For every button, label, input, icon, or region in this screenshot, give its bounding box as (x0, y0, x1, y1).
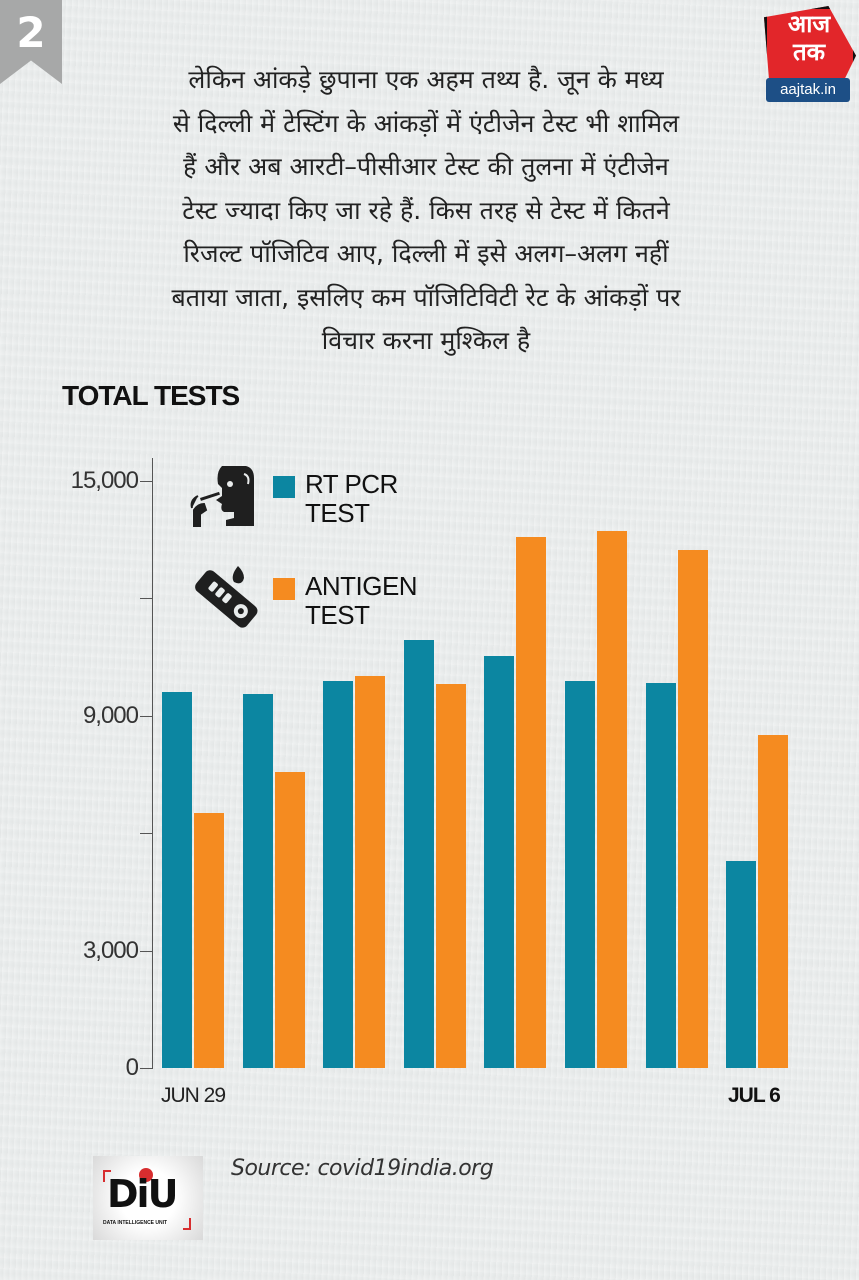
y-axis-tick-label: 0 (125, 1054, 139, 1081)
nasal-swab-person-icon (190, 466, 254, 527)
bar-rt-pcr (404, 640, 434, 1068)
para-line: विचार करना मुश्किल है (321, 326, 531, 355)
bar-rt-pcr (484, 656, 514, 1068)
bar-antigen (597, 531, 627, 1068)
legend-antigen-line1: ANTIGEN (305, 571, 418, 601)
logo-hindi-text: आज तक (774, 10, 844, 66)
bar-antigen (516, 537, 546, 1068)
diu-corner-bottom-right (183, 1218, 191, 1230)
antigen-test-kit-icon (195, 566, 258, 628)
logo-url: aajtak.in (766, 78, 850, 102)
y-axis-tick-label: 3,000 (82, 937, 139, 964)
bar-antigen (355, 676, 385, 1068)
y-axis-tick-label: 15,000 (70, 467, 139, 494)
para-line: रिजल्ट पॉजिटिव आए, दिल्ली में इसे अलग–अल… (183, 239, 669, 268)
chart-title: TOTAL TESTS (62, 380, 240, 411)
legend-antigen-line2: TEST (305, 600, 370, 630)
legend-swatch-rt-pcr (273, 476, 295, 498)
bar-rt-pcr (646, 683, 676, 1068)
y-axis-tick-label: 9,000 (82, 702, 139, 729)
para-line: हैं और अब आरटी–पीसीआर टेस्ट की तुलना में… (183, 152, 669, 181)
bar-antigen (758, 735, 788, 1068)
legend-label-rt-pcr: RT PCR TEST (305, 470, 398, 528)
slide-number: 2 (16, 8, 46, 57)
diu-corner-top-left (103, 1170, 111, 1182)
para-line: लेकिन आंकड़े छुपाना एक अहम तथ्य है. जून … (188, 65, 664, 94)
bar-rt-pcr (726, 861, 756, 1068)
bar-rt-pcr (565, 681, 595, 1068)
bar-antigen (678, 550, 708, 1068)
x-axis-label: JUN 29 (161, 1084, 226, 1107)
logo-line1: आज (787, 10, 831, 38)
source-credit: Source: covid19india.org (231, 1156, 494, 1181)
y-axis-tick (140, 951, 153, 952)
legend-swatch-antigen (273, 578, 295, 600)
bar-antigen (194, 813, 224, 1068)
diu-logo-text: DiU (107, 1172, 178, 1216)
y-axis-line (152, 458, 153, 1069)
y-axis-tick (140, 598, 153, 599)
legend-rt-line2: TEST (305, 498, 370, 528)
diu-logo-subtext: DATA INTELLIGENCE UNIT (103, 1220, 168, 1226)
x-axis-label: JUL 6 (728, 1084, 781, 1107)
para-line: बताया जाता, इसलिए कम पॉजिटिविटी रेट के आ… (171, 282, 681, 312)
logo-line2: तक (792, 38, 826, 66)
bar-rt-pcr (162, 692, 192, 1068)
aajtak-logo: आज तक aajtak.in (762, 6, 856, 102)
legend-label-antigen: ANTIGEN TEST (305, 571, 418, 630)
bar-antigen (436, 684, 466, 1068)
para-line: टेस्ट ज्यादा किए जा रहे हैं. किस तरह से … (182, 195, 670, 225)
bar-rt-pcr (323, 681, 353, 1068)
y-axis-tick (140, 481, 153, 482)
para-line: से दिल्ली में टेस्टिंग के आंकड़ों में एं… (172, 108, 680, 138)
bar-rt-pcr (243, 694, 273, 1068)
bar-antigen (275, 772, 305, 1068)
y-axis-tick (140, 833, 153, 834)
diu-fingerprint-dot (139, 1168, 153, 1182)
legend-rt-line1: RT PCR (305, 469, 398, 499)
y-axis-tick (140, 1068, 153, 1069)
explanation-paragraph: लेकिन आंकड़े छुपाना एक अहम तथ्य है. जून … (92, 58, 760, 363)
y-axis-tick (140, 716, 153, 717)
diu-logo: DiU DATA INTELLIGENCE UNIT (93, 1156, 203, 1240)
